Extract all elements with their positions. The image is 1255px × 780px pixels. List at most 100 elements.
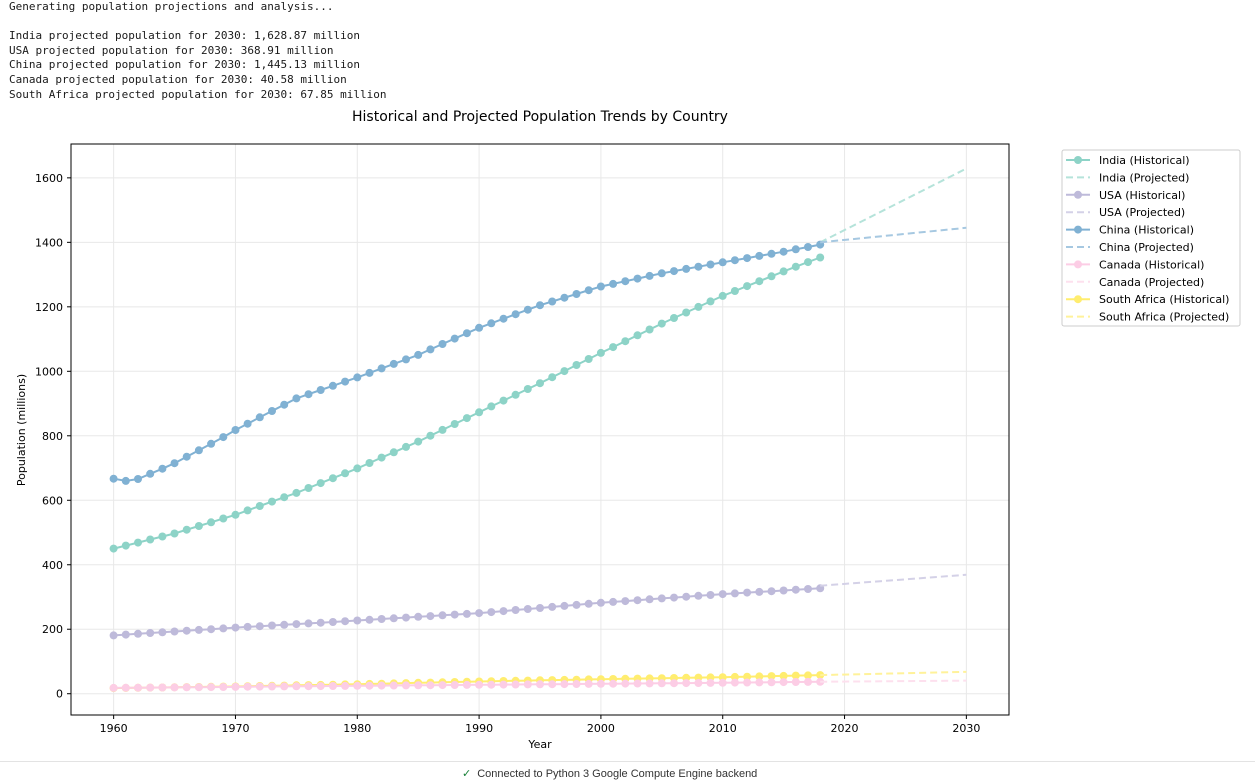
data-point-usa bbox=[341, 617, 350, 626]
data-point-canada bbox=[548, 680, 557, 689]
data-point-usa bbox=[450, 610, 459, 619]
data-point-canada bbox=[194, 683, 203, 692]
data-point-canada bbox=[487, 680, 496, 689]
data-point-china bbox=[134, 475, 142, 483]
data-point-india bbox=[475, 408, 484, 417]
legend-label-projected-south-africa: South Africa (Projected) bbox=[1099, 311, 1229, 324]
data-point-canada bbox=[682, 679, 691, 688]
projected-line-canada bbox=[820, 679, 967, 683]
data-point-canada bbox=[365, 681, 374, 690]
data-point-usa bbox=[121, 630, 130, 639]
data-point-canada bbox=[743, 678, 752, 687]
data-point-usa bbox=[779, 586, 788, 595]
y-tick-label: 800 bbox=[42, 430, 63, 443]
data-point-china bbox=[572, 290, 581, 298]
series-canada bbox=[109, 677, 967, 692]
data-point-canada bbox=[609, 679, 618, 688]
data-point-india bbox=[353, 464, 362, 473]
data-point-usa bbox=[536, 604, 544, 612]
data-point-canada bbox=[536, 680, 544, 689]
data-point-usa bbox=[207, 625, 216, 634]
data-point-china bbox=[767, 249, 776, 258]
data-point-usa bbox=[328, 618, 337, 626]
data-point-canada bbox=[268, 682, 276, 691]
legend-label-historical-usa: USA (Historical) bbox=[1099, 189, 1185, 202]
data-point-usa bbox=[268, 621, 276, 630]
data-point-canada bbox=[341, 681, 350, 690]
data-point-canada bbox=[572, 680, 581, 688]
data-point-canada bbox=[207, 683, 216, 692]
data-point-china bbox=[231, 426, 240, 434]
data-point-usa bbox=[718, 590, 727, 599]
legend-label-projected-canada: Canada (Projected) bbox=[1099, 276, 1204, 289]
y-tick-label: 200 bbox=[42, 623, 63, 636]
console-line: Generating population projections and an… bbox=[9, 0, 334, 13]
data-point-canada bbox=[804, 677, 812, 686]
data-point-india bbox=[462, 414, 471, 423]
data-point-canada bbox=[621, 679, 630, 688]
data-point-china bbox=[694, 262, 703, 271]
data-point-usa bbox=[560, 601, 569, 610]
data-point-usa bbox=[609, 597, 618, 606]
data-point-india bbox=[341, 469, 350, 478]
data-point-india bbox=[402, 442, 410, 451]
grid-lines bbox=[71, 144, 1009, 715]
data-point-usa bbox=[414, 612, 423, 621]
x-tick-label: 2010 bbox=[709, 722, 737, 735]
data-point-china bbox=[499, 314, 508, 323]
data-point-usa bbox=[730, 589, 739, 598]
data-point-china bbox=[657, 269, 666, 278]
data-point-india bbox=[548, 373, 557, 382]
y-tick-label: 600 bbox=[42, 494, 63, 507]
data-point-south-africa bbox=[706, 673, 715, 682]
data-point-usa bbox=[743, 588, 752, 597]
data-point-india bbox=[438, 425, 447, 434]
data-point-india bbox=[194, 522, 203, 530]
data-point-china bbox=[706, 260, 715, 269]
console-line: Canada projected population for 2030: 40… bbox=[9, 72, 347, 86]
data-point-india bbox=[243, 506, 252, 515]
data-point-usa bbox=[596, 598, 605, 607]
data-point-canada bbox=[414, 681, 423, 690]
data-point-canada bbox=[353, 681, 362, 690]
y-tick-label: 400 bbox=[42, 559, 63, 572]
data-point-india bbox=[621, 337, 630, 346]
projected-line-south-africa bbox=[820, 670, 967, 677]
x-tick-label: 2030 bbox=[952, 722, 980, 735]
data-point-canada bbox=[462, 680, 471, 689]
connection-status: ✓ Connected to Python 3 Google Compute En… bbox=[462, 768, 758, 780]
data-point-usa bbox=[475, 609, 484, 618]
y-tick-label: 1200 bbox=[35, 301, 63, 314]
data-point-india bbox=[694, 302, 703, 311]
data-point-usa bbox=[511, 606, 520, 614]
data-point-usa bbox=[231, 623, 240, 632]
data-point-china bbox=[207, 439, 216, 448]
data-point-china bbox=[548, 297, 557, 306]
data-point-usa bbox=[292, 620, 301, 629]
data-point-india bbox=[280, 493, 289, 502]
data-point-india bbox=[255, 502, 264, 510]
data-point-south-africa bbox=[767, 672, 776, 681]
data-point-india bbox=[816, 253, 825, 262]
x-tick-label: 1970 bbox=[221, 722, 249, 735]
legend-label-projected-usa: USA (Projected) bbox=[1099, 206, 1185, 219]
data-point-india bbox=[767, 272, 776, 281]
data-point-india bbox=[743, 282, 752, 291]
x-axis-label: Year bbox=[527, 738, 552, 751]
data-point-china bbox=[475, 323, 484, 332]
chart-title: Historical and Projected Population Tren… bbox=[352, 109, 728, 125]
data-point-china bbox=[755, 251, 764, 260]
data-point-india bbox=[596, 348, 605, 357]
data-point-usa bbox=[487, 608, 496, 617]
data-point-usa bbox=[499, 607, 508, 616]
data-point-canada bbox=[316, 682, 325, 691]
data-point-china bbox=[268, 407, 276, 415]
data-point-canada bbox=[182, 683, 191, 692]
data-point-india bbox=[231, 510, 240, 519]
data-point-canada bbox=[377, 681, 386, 690]
data-point-china bbox=[633, 274, 642, 283]
data-point-india bbox=[414, 437, 423, 446]
projected-line-india bbox=[819, 167, 967, 244]
data-point-india bbox=[572, 361, 581, 369]
data-point-india bbox=[207, 518, 216, 527]
